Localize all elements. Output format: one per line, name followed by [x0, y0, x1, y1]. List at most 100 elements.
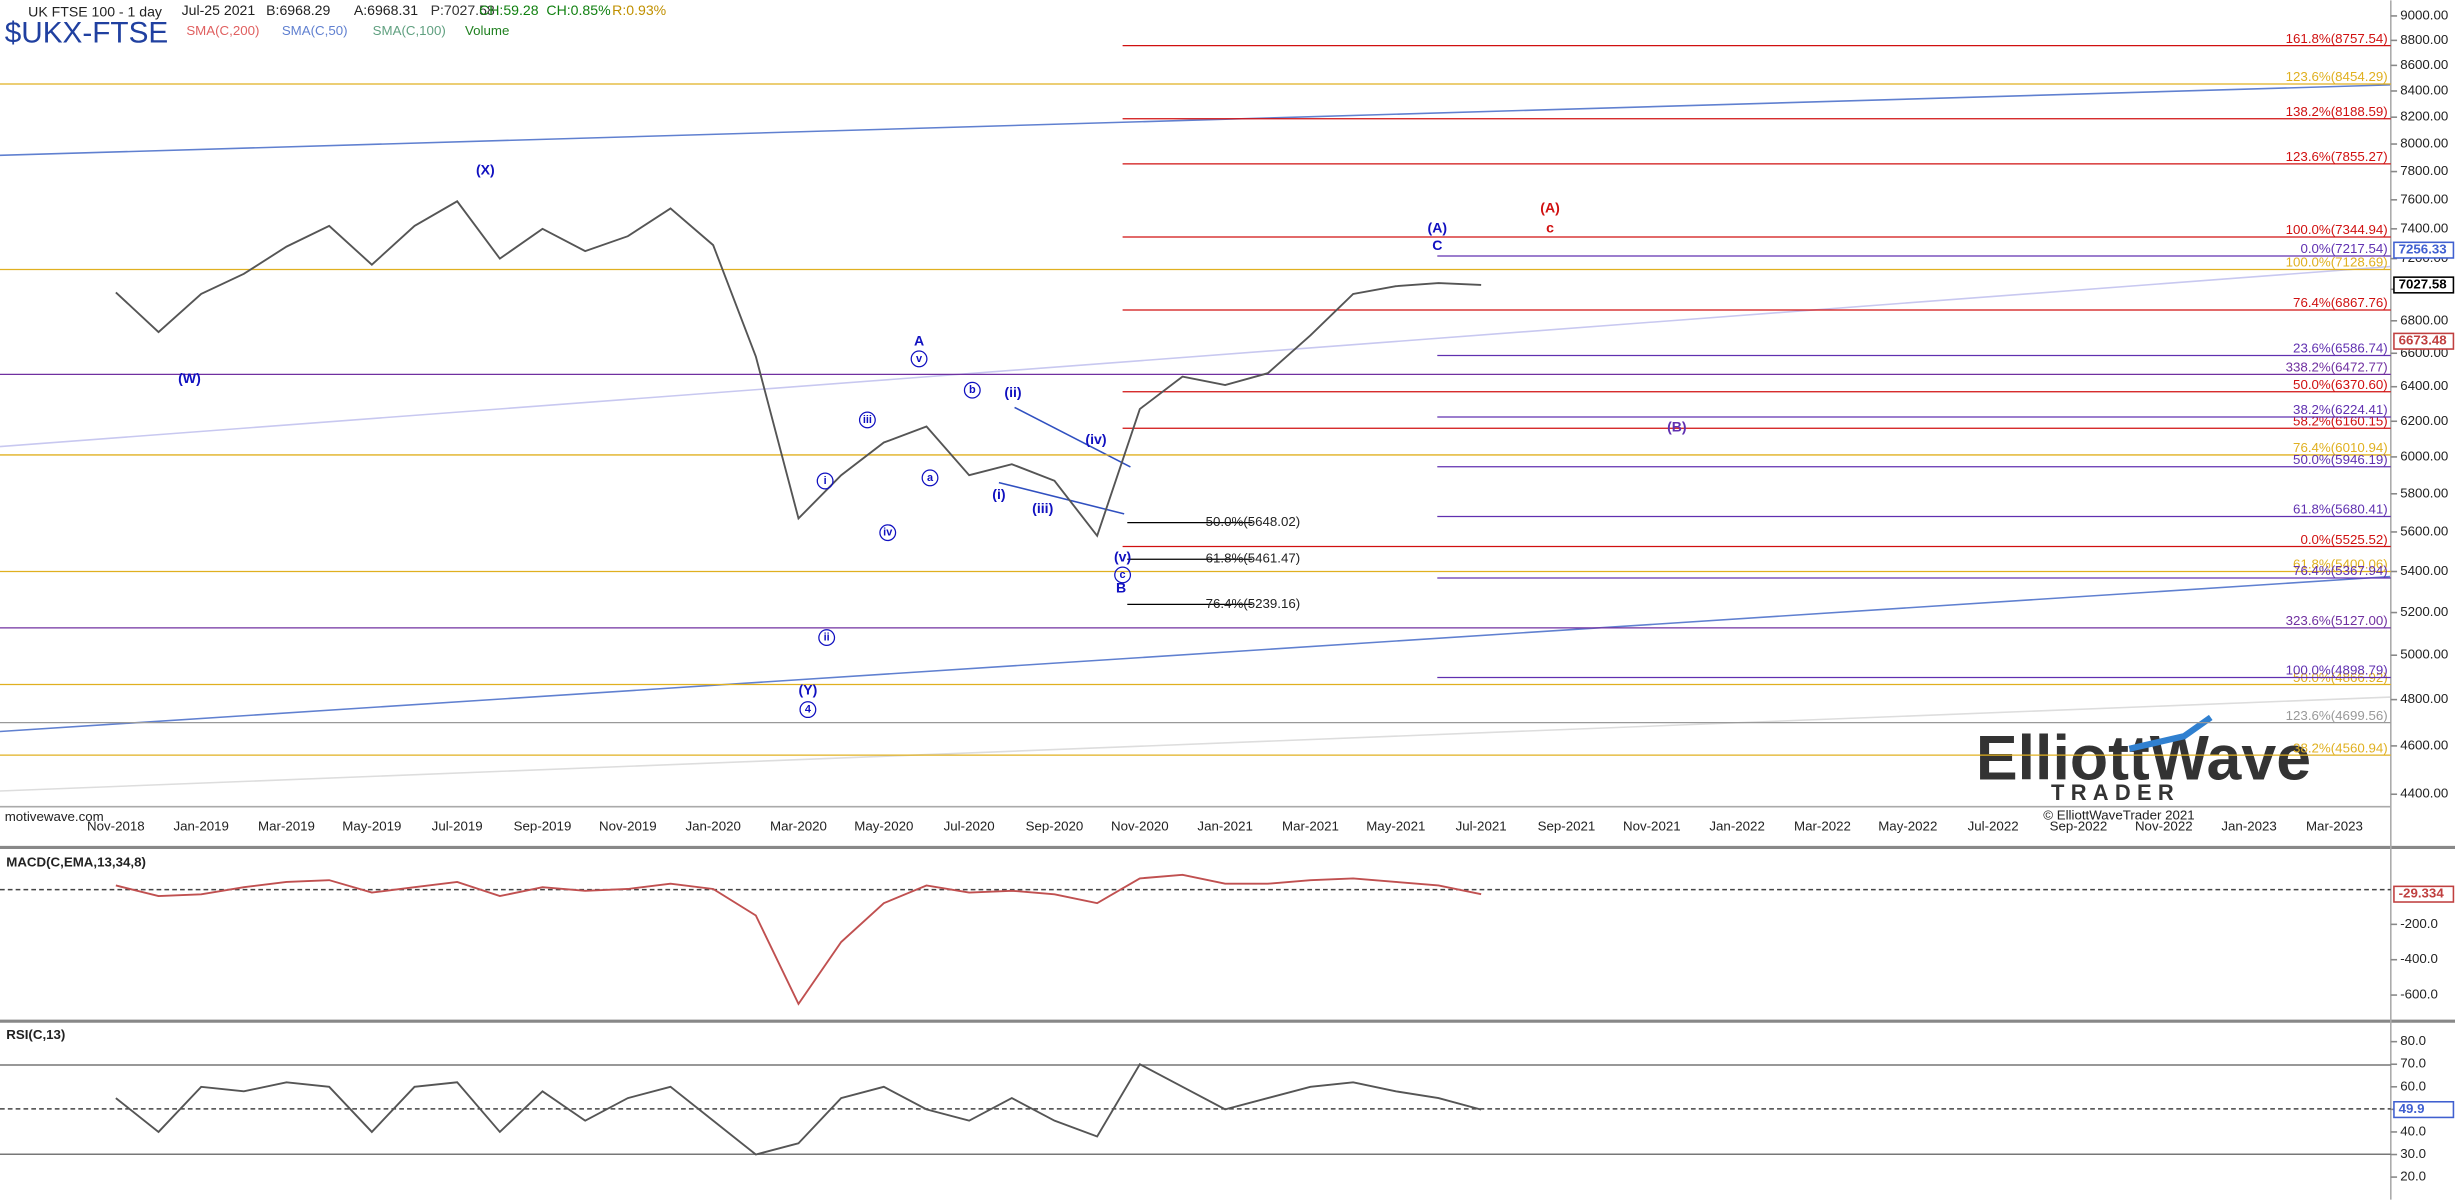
y-tick-label: 8400.00: [2400, 82, 2448, 97]
fib-label: 61.8%(5461.47): [1206, 551, 1301, 566]
x-tick-label: Jul-2022: [1968, 819, 2019, 834]
fib-label: 61.8%(5680.41): [2293, 502, 2388, 517]
x-tick-label: Sep-2019: [514, 819, 572, 834]
wave-label: (i): [992, 486, 1005, 502]
price-tag: [2393, 885, 2455, 903]
y-tick-label: 30.0: [2400, 1146, 2426, 1161]
y-tick-label: 6000.00: [2400, 448, 2448, 463]
x-tick-label: Jul-2020: [944, 819, 995, 834]
fib-label: 100.0%(7128.69): [2286, 255, 2388, 270]
fib-label: 323.6%(5127.00): [2286, 613, 2388, 628]
fib-label: 38.2%(6224.41): [2293, 402, 2388, 417]
wave-label: (A): [1540, 199, 1560, 215]
fib-label: 161.8%(8757.54): [2286, 31, 2388, 46]
wave-label: ii: [824, 631, 830, 643]
wave-label: C: [1432, 237, 1442, 253]
y-tick-label: 20.0: [2400, 1169, 2426, 1184]
x-tick-label: Jul-2019: [432, 819, 483, 834]
y-tick-label: 4800.00: [2400, 691, 2448, 706]
fib-label: 100.0%(4898.79): [2286, 663, 2388, 678]
fib-label: 0.0%(7217.54): [2300, 241, 2387, 256]
logo-sub: TRADER: [2051, 780, 2180, 805]
wave-circle: [879, 524, 897, 542]
x-tick-label: Mar-2019: [258, 819, 315, 834]
fib-label: 138.2%(8188.59): [2286, 104, 2388, 119]
trend-line: [0, 265, 2391, 448]
panel-title: MACD(C,EMA,13,34,8): [6, 855, 146, 870]
x-tick-label: Nov-2019: [599, 819, 657, 834]
x-tick-label: Nov-2022: [2135, 819, 2193, 834]
fib-label: 338.2%(6472.77): [2286, 360, 2388, 375]
y-tick-label: 7600.00: [2400, 191, 2448, 206]
x-tick-label: Mar-2020: [770, 819, 827, 834]
x-tick-label: Mar-2023: [2306, 819, 2363, 834]
source: motivewave.com: [5, 809, 104, 824]
y-tick-label: -600.0: [2400, 987, 2438, 1002]
price-tag-label: 7256.33: [2399, 242, 2447, 257]
wave-circle: [858, 411, 876, 429]
x-tick-label: Sep-2021: [1538, 819, 1596, 834]
fib-label: 76.4%(6010.94): [2293, 440, 2388, 455]
price-tag: [2393, 276, 2455, 294]
study-label: SMA(C,200): [186, 23, 259, 38]
wave-label: i: [824, 475, 827, 487]
study-label: SMA(C,100): [373, 23, 446, 38]
x-tick-label: Jan-2022: [1709, 819, 1764, 834]
x-tick-label: May-2020: [854, 819, 913, 834]
fib-label: 0.0%(5525.52): [2300, 532, 2387, 547]
x-tick-label: May-2022: [1878, 819, 1937, 834]
price-tag: [2393, 1100, 2455, 1119]
price-tag-label: -29.334: [2399, 886, 2445, 901]
wave-label: c: [1120, 569, 1126, 581]
fib-label: 61.8%(5400.06): [2293, 557, 2388, 572]
wave-label: (v): [1114, 548, 1131, 564]
y-tick-label: 5800.00: [2400, 485, 2448, 500]
y-tick-label: 4400.00: [2400, 786, 2448, 801]
price-tag: [2393, 332, 2455, 350]
price-tag-label: 6673.48: [2399, 333, 2447, 348]
fib-label: 23.6%(6586.74): [2293, 341, 2388, 356]
wave-label: (iii): [1032, 500, 1053, 516]
wave-circle: [1114, 566, 1132, 584]
y-tick-label: 40.0: [2400, 1123, 2426, 1138]
x-tick-label: Jan-2020: [685, 819, 740, 834]
x-tick-label: Jan-2021: [1197, 819, 1252, 834]
trend-line: [0, 575, 2391, 733]
x-tick-label: Nov-2018: [87, 819, 145, 834]
study-label: SMA(C,50): [282, 23, 348, 38]
x-tick-label: Jul-2021: [1456, 819, 1507, 834]
header-change: CH:59.28: [479, 2, 539, 18]
y-tick-label: 6800.00: [2400, 312, 2448, 327]
fib-label: 50.0%(5648.02): [1206, 514, 1301, 529]
wave-circle: [818, 629, 836, 647]
fib-label: 76.4%(5239.16): [1206, 596, 1301, 611]
fib-label: 50.0%(5946.19): [2293, 452, 2388, 467]
x-tick-label: Mar-2021: [1282, 819, 1339, 834]
price-line: [115, 200, 1482, 538]
logo-swoosh: [2128, 714, 2213, 752]
wave-label: iii: [863, 414, 872, 426]
wave-circle: [816, 472, 834, 490]
wave-circle: [910, 350, 928, 368]
x-tick-label: May-2019: [342, 819, 401, 834]
wave-label: a: [927, 472, 934, 484]
y-tick-label: -200.0: [2400, 916, 2438, 931]
wave-label: iv: [883, 527, 893, 539]
wave-label: (W): [178, 370, 201, 386]
y-tick-label: -400.0: [2400, 951, 2438, 966]
y-tick-label: 70.0: [2400, 1056, 2426, 1071]
fib-label: 50.0%(6370.60): [2293, 377, 2388, 392]
wave-label: (A): [1428, 220, 1448, 236]
x-tick-label: Nov-2021: [1623, 819, 1681, 834]
symbol-name: UK FTSE 100 - 1 day: [28, 4, 163, 20]
wave-label: A: [914, 332, 924, 348]
logo: ElliottWave: [1976, 723, 2311, 793]
y-tick-label: 4600.00: [2400, 737, 2448, 752]
copyright: © ElliottWaveTrader 2021: [2043, 808, 2194, 823]
y-tick-label: 5400.00: [2400, 563, 2448, 578]
study-label: Volume: [465, 23, 509, 38]
y-tick-label: 5000.00: [2400, 647, 2448, 662]
wedge-line: [1014, 406, 1131, 468]
y-tick-label: 80.0: [2400, 1033, 2426, 1048]
